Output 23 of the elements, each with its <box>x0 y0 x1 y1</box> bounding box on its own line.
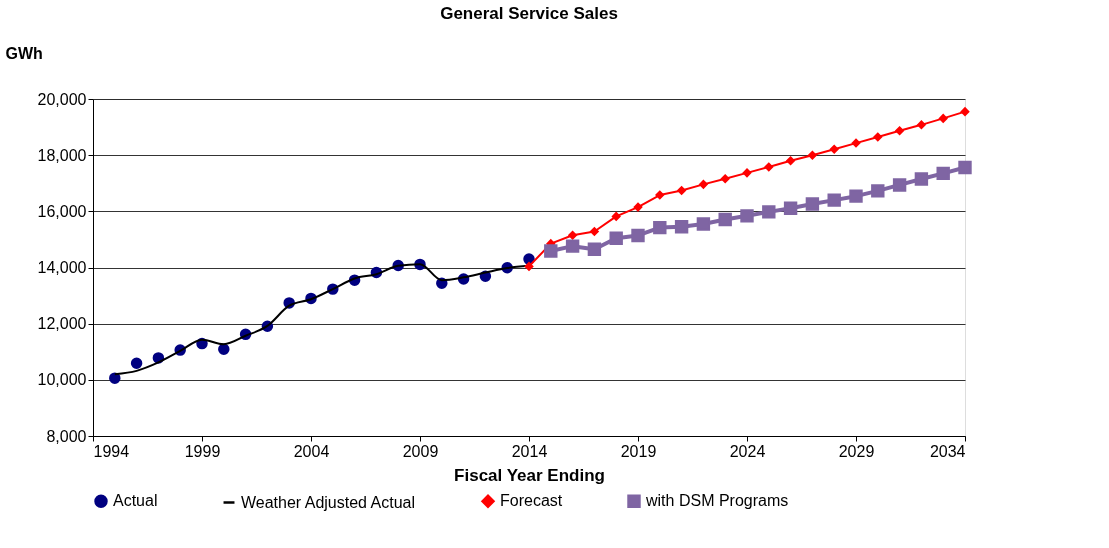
x-tick-label: 2009 <box>402 442 439 460</box>
chart-title: General Service Sales <box>440 4 618 23</box>
x-axis-title: Fiscal Year Ending <box>454 465 605 485</box>
y-tick-label: 8,000 <box>46 427 87 445</box>
y-tick-label: 14,000 <box>37 259 87 276</box>
legend-label: Weather Adjusted Actual <box>241 493 416 511</box>
x-tick-label: 2024 <box>729 442 766 460</box>
x-tick-label: 2019 <box>620 442 657 460</box>
x-tick-label: 2004 <box>293 442 330 460</box>
x-tick-label: 1994 <box>93 442 130 460</box>
legend-label: with DSM Programs <box>645 492 789 510</box>
y-tick-label: 12,000 <box>37 315 87 333</box>
x-tick-label: 2029 <box>838 442 875 460</box>
x-tick-label: 2034 <box>929 442 966 460</box>
x-tick-label: 2014 <box>511 442 548 460</box>
x-tick-label: 1999 <box>184 442 221 460</box>
legend-label: Forecast <box>500 492 563 510</box>
y-tick-label: 18,000 <box>37 146 87 164</box>
y-tick-label: 10,000 <box>37 371 87 389</box>
y-axis-title: GWh <box>5 44 43 62</box>
y-tick-label: 20,000 <box>37 90 87 108</box>
legend-label: Actual <box>113 492 158 510</box>
y-tick-label: 16,000 <box>37 202 87 220</box>
